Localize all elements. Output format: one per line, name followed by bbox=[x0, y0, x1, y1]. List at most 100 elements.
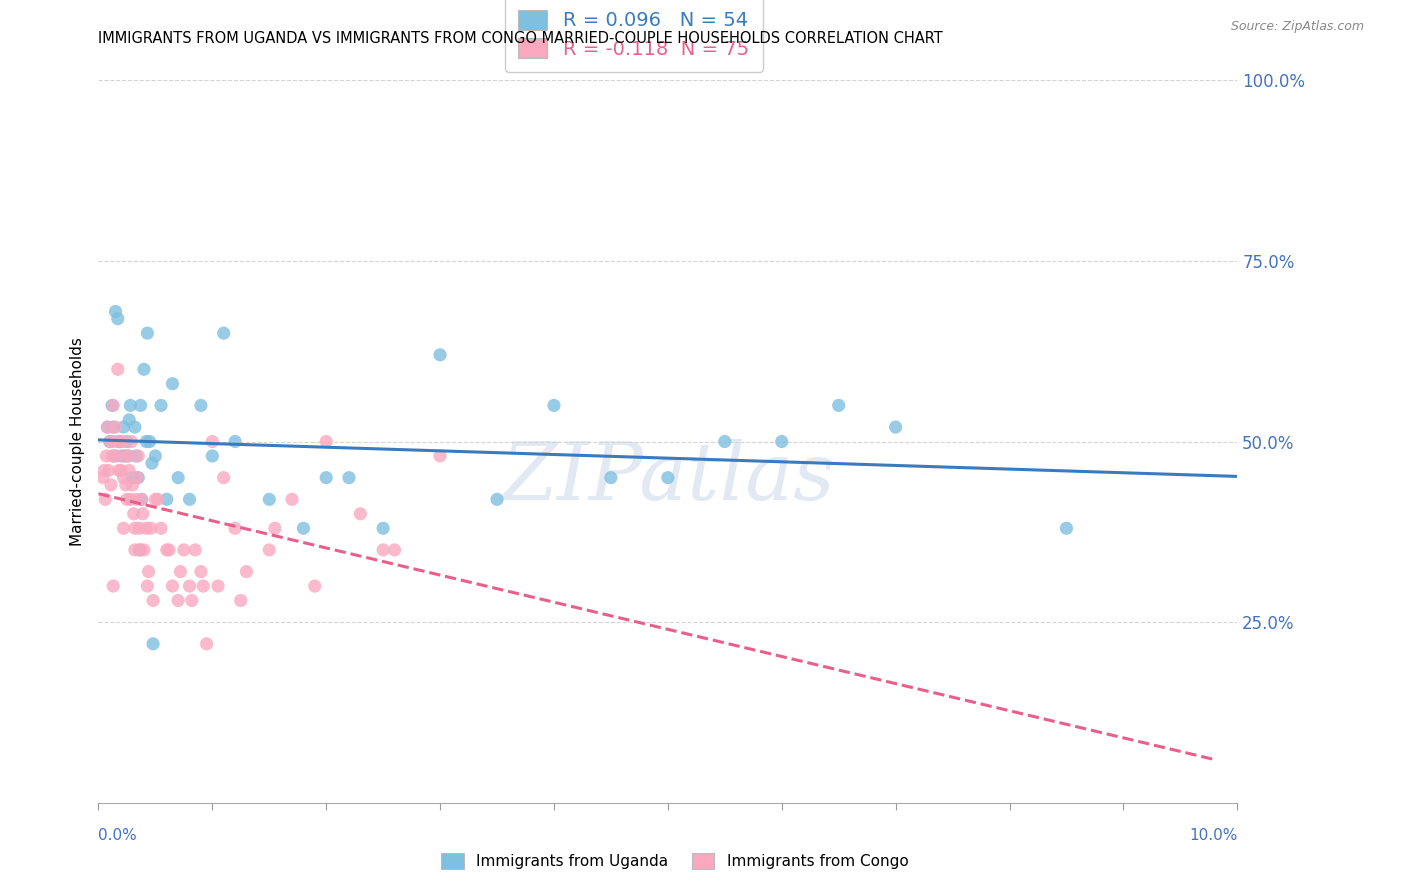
Point bbox=[132, 507, 155, 521]
Point bbox=[131, 492, 153, 507]
Point bbox=[103, 579, 125, 593]
Point bbox=[120, 492, 142, 507]
Point bbox=[98, 434, 121, 449]
Point bbox=[97, 463, 120, 477]
Point bbox=[180, 593, 202, 607]
Point bbox=[124, 420, 146, 434]
Point bbox=[349, 507, 371, 521]
Point bbox=[828, 398, 851, 412]
Point bbox=[98, 434, 121, 449]
Point bbox=[91, 471, 114, 485]
Point bbox=[714, 434, 737, 449]
Point bbox=[162, 579, 184, 593]
Point bbox=[281, 492, 304, 507]
Y-axis label: Married-couple Households: Married-couple Households bbox=[69, 337, 84, 546]
Point bbox=[105, 449, 128, 463]
Point bbox=[173, 542, 195, 557]
Legend: R = 0.096   N = 54, R = -0.118  N = 75: R = 0.096 N = 54, R = -0.118 N = 75 bbox=[505, 0, 762, 72]
Point bbox=[96, 420, 118, 434]
Point bbox=[103, 449, 125, 463]
Point bbox=[207, 579, 229, 593]
Point bbox=[1056, 521, 1078, 535]
Point bbox=[384, 542, 406, 557]
Point bbox=[201, 434, 224, 449]
Point bbox=[142, 593, 165, 607]
Point bbox=[107, 311, 129, 326]
Point bbox=[157, 542, 180, 557]
Point bbox=[101, 449, 124, 463]
Point bbox=[224, 521, 246, 535]
Point bbox=[600, 471, 623, 485]
Point bbox=[118, 413, 141, 427]
Point bbox=[115, 492, 138, 507]
Point bbox=[212, 471, 235, 485]
Point bbox=[127, 471, 149, 485]
Point bbox=[131, 492, 153, 507]
Point bbox=[128, 542, 150, 557]
Point bbox=[112, 471, 135, 485]
Point bbox=[135, 434, 157, 449]
Point bbox=[125, 449, 148, 463]
Point bbox=[108, 434, 131, 449]
Point bbox=[101, 398, 124, 412]
Point bbox=[120, 434, 142, 449]
Point bbox=[193, 579, 215, 593]
Point bbox=[120, 398, 142, 412]
Point bbox=[96, 420, 118, 434]
Point bbox=[337, 471, 360, 485]
Point bbox=[162, 376, 184, 391]
Point bbox=[128, 521, 150, 535]
Point bbox=[115, 434, 138, 449]
Text: Source: ZipAtlas.com: Source: ZipAtlas.com bbox=[1230, 20, 1364, 33]
Point bbox=[190, 565, 212, 579]
Point bbox=[107, 362, 129, 376]
Point bbox=[118, 463, 141, 477]
Point bbox=[315, 434, 337, 449]
Point bbox=[103, 434, 125, 449]
Point bbox=[138, 434, 160, 449]
Point bbox=[150, 398, 173, 412]
Point bbox=[292, 521, 315, 535]
Point bbox=[486, 492, 509, 507]
Point bbox=[770, 434, 793, 449]
Point bbox=[111, 434, 134, 449]
Point bbox=[259, 492, 281, 507]
Point bbox=[93, 463, 115, 477]
Point bbox=[371, 521, 394, 535]
Point bbox=[104, 304, 127, 318]
Point bbox=[110, 449, 132, 463]
Point bbox=[129, 542, 152, 557]
Point bbox=[103, 420, 125, 434]
Point bbox=[156, 492, 179, 507]
Point bbox=[142, 637, 165, 651]
Point bbox=[110, 463, 132, 477]
Point bbox=[884, 420, 907, 434]
Point bbox=[429, 348, 451, 362]
Point bbox=[138, 565, 160, 579]
Point bbox=[146, 492, 169, 507]
Point bbox=[117, 449, 139, 463]
Point bbox=[94, 492, 117, 507]
Point bbox=[127, 449, 149, 463]
Point bbox=[104, 420, 127, 434]
Point bbox=[135, 521, 157, 535]
Point bbox=[235, 565, 257, 579]
Point bbox=[190, 398, 212, 412]
Point bbox=[108, 434, 131, 449]
Point bbox=[543, 398, 565, 412]
Point bbox=[429, 449, 451, 463]
Point bbox=[145, 492, 167, 507]
Point bbox=[108, 434, 131, 449]
Point bbox=[167, 471, 190, 485]
Text: 10.0%: 10.0% bbox=[1189, 828, 1237, 843]
Point bbox=[114, 449, 136, 463]
Point bbox=[179, 492, 201, 507]
Point bbox=[139, 521, 162, 535]
Point bbox=[121, 478, 143, 492]
Point bbox=[264, 521, 287, 535]
Legend: Immigrants from Uganda, Immigrants from Congo: Immigrants from Uganda, Immigrants from … bbox=[436, 847, 914, 875]
Point bbox=[141, 456, 163, 470]
Text: ZIPatlas: ZIPatlas bbox=[501, 439, 835, 516]
Point bbox=[121, 471, 143, 485]
Point bbox=[125, 492, 148, 507]
